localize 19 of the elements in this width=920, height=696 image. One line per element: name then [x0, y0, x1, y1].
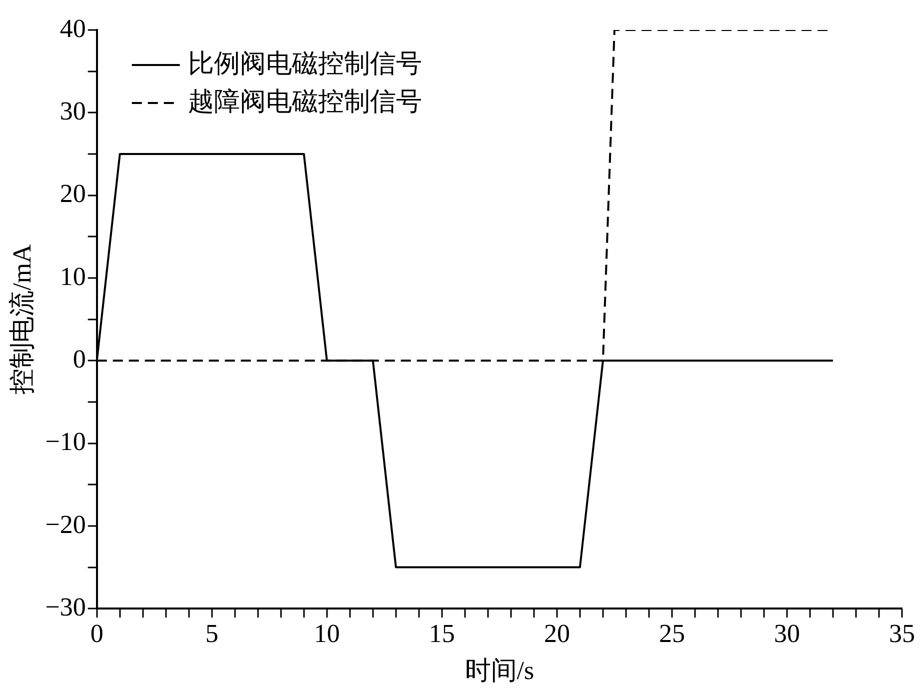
x-tick-label: 20 — [544, 619, 570, 648]
x-tick-label: 5 — [205, 619, 218, 648]
y-tick-label: 20 — [60, 179, 86, 208]
x-tick-label: 15 — [428, 619, 455, 648]
y-tick-label: 0 — [72, 344, 86, 374]
legend-label: 比例阀电磁控制信号 — [188, 48, 422, 78]
x-axis-title: 时间/s — [464, 656, 534, 686]
y-axis-title: 控制电流/mA — [7, 244, 36, 394]
x-tick-label: 25 — [658, 619, 685, 648]
y-tick-label: 30 — [60, 96, 86, 126]
x-tick-label: 10 — [314, 619, 340, 648]
y-tick-label: −30 — [45, 592, 86, 622]
x-tick-label: 30 — [774, 619, 800, 648]
y-tick-label: 10 — [60, 262, 86, 291]
y-tick-label: 40 — [60, 14, 86, 43]
y-tick-label: −10 — [45, 427, 86, 456]
legend-label: 越障阀电磁控制信号 — [188, 86, 422, 116]
x-tick-label: 35 — [889, 619, 915, 648]
y-tick-label: −20 — [45, 510, 86, 539]
